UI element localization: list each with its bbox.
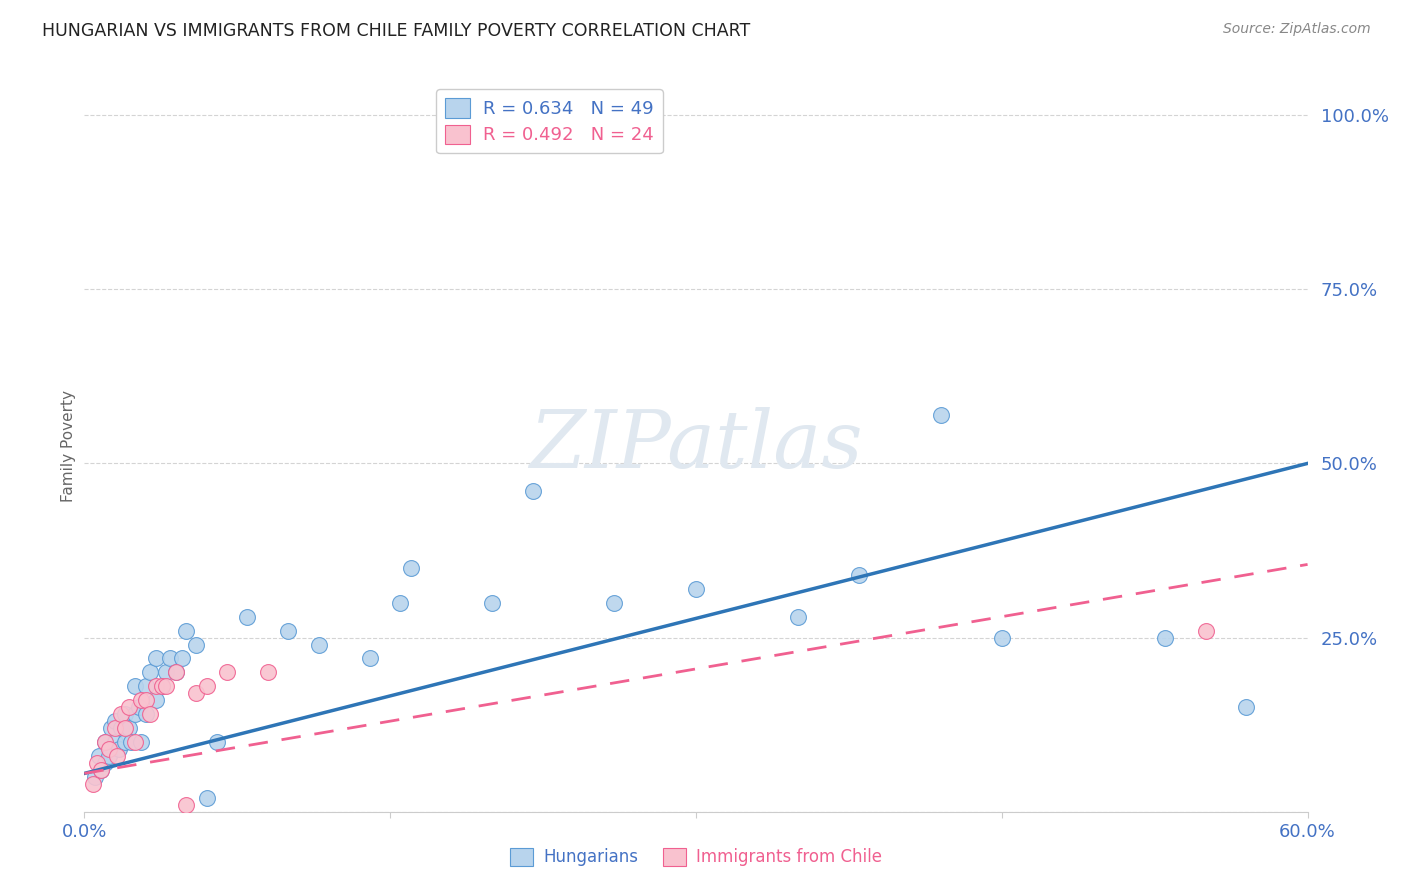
Point	[159, 651, 181, 665]
Point	[522, 484, 544, 499]
Point	[145, 651, 167, 665]
Point	[1195, 624, 1218, 638]
Point	[124, 707, 146, 722]
Point	[128, 700, 150, 714]
Point	[90, 763, 112, 777]
Point	[100, 721, 122, 735]
Point	[787, 609, 810, 624]
Point	[1234, 700, 1257, 714]
Point	[110, 707, 132, 722]
Point	[108, 742, 131, 756]
Point	[481, 596, 503, 610]
Point	[118, 700, 141, 714]
Point	[257, 665, 280, 680]
Point	[87, 749, 110, 764]
Y-axis label: Family Poverty: Family Poverty	[60, 390, 76, 502]
Point	[205, 735, 228, 749]
Point	[165, 665, 187, 680]
Point	[135, 693, 157, 707]
Point	[174, 797, 197, 812]
Point	[217, 665, 239, 680]
Point	[165, 665, 187, 680]
Point	[174, 624, 197, 638]
Point	[186, 686, 208, 700]
Point	[104, 714, 127, 728]
Point	[97, 742, 120, 756]
Point	[104, 721, 127, 735]
Point	[86, 756, 108, 770]
Point	[83, 770, 105, 784]
Point	[685, 582, 707, 596]
Point	[929, 408, 952, 422]
Point	[195, 679, 218, 693]
Legend: Hungarians, Immigrants from Chile: Hungarians, Immigrants from Chile	[503, 841, 889, 873]
Point	[110, 721, 132, 735]
Point	[118, 721, 141, 735]
Point	[131, 693, 153, 707]
Point	[124, 735, 146, 749]
Point	[389, 596, 412, 610]
Point	[155, 679, 177, 693]
Point	[186, 638, 208, 652]
Point	[155, 665, 177, 680]
Text: Source: ZipAtlas.com: Source: ZipAtlas.com	[1223, 22, 1371, 37]
Point	[124, 679, 146, 693]
Point	[131, 735, 153, 749]
Point	[114, 735, 136, 749]
Point	[150, 679, 173, 693]
Point	[135, 679, 157, 693]
Point	[120, 735, 142, 749]
Text: HUNGARIAN VS IMMIGRANTS FROM CHILE FAMILY POVERTY CORRELATION CHART: HUNGARIAN VS IMMIGRANTS FROM CHILE FAMIL…	[42, 22, 751, 40]
Point	[277, 624, 299, 638]
Point	[138, 665, 160, 680]
Point	[145, 679, 167, 693]
Point	[603, 596, 626, 610]
Point	[1153, 631, 1175, 645]
Point	[104, 735, 127, 749]
Point	[93, 735, 115, 749]
Point	[114, 707, 136, 722]
Point	[172, 651, 194, 665]
Point	[93, 756, 115, 770]
Point	[236, 609, 259, 624]
Point	[145, 693, 167, 707]
Point	[848, 567, 870, 582]
Point	[93, 735, 115, 749]
Point	[991, 631, 1014, 645]
Point	[308, 638, 330, 652]
Point	[150, 679, 173, 693]
Point	[90, 763, 112, 777]
Point	[114, 721, 136, 735]
Point	[82, 777, 104, 791]
Point	[195, 790, 218, 805]
Point	[359, 651, 381, 665]
Point	[97, 749, 120, 764]
Text: ZIPatlas: ZIPatlas	[529, 408, 863, 484]
Point	[135, 707, 157, 722]
Point	[399, 561, 422, 575]
Point	[105, 749, 128, 764]
Point	[138, 707, 160, 722]
